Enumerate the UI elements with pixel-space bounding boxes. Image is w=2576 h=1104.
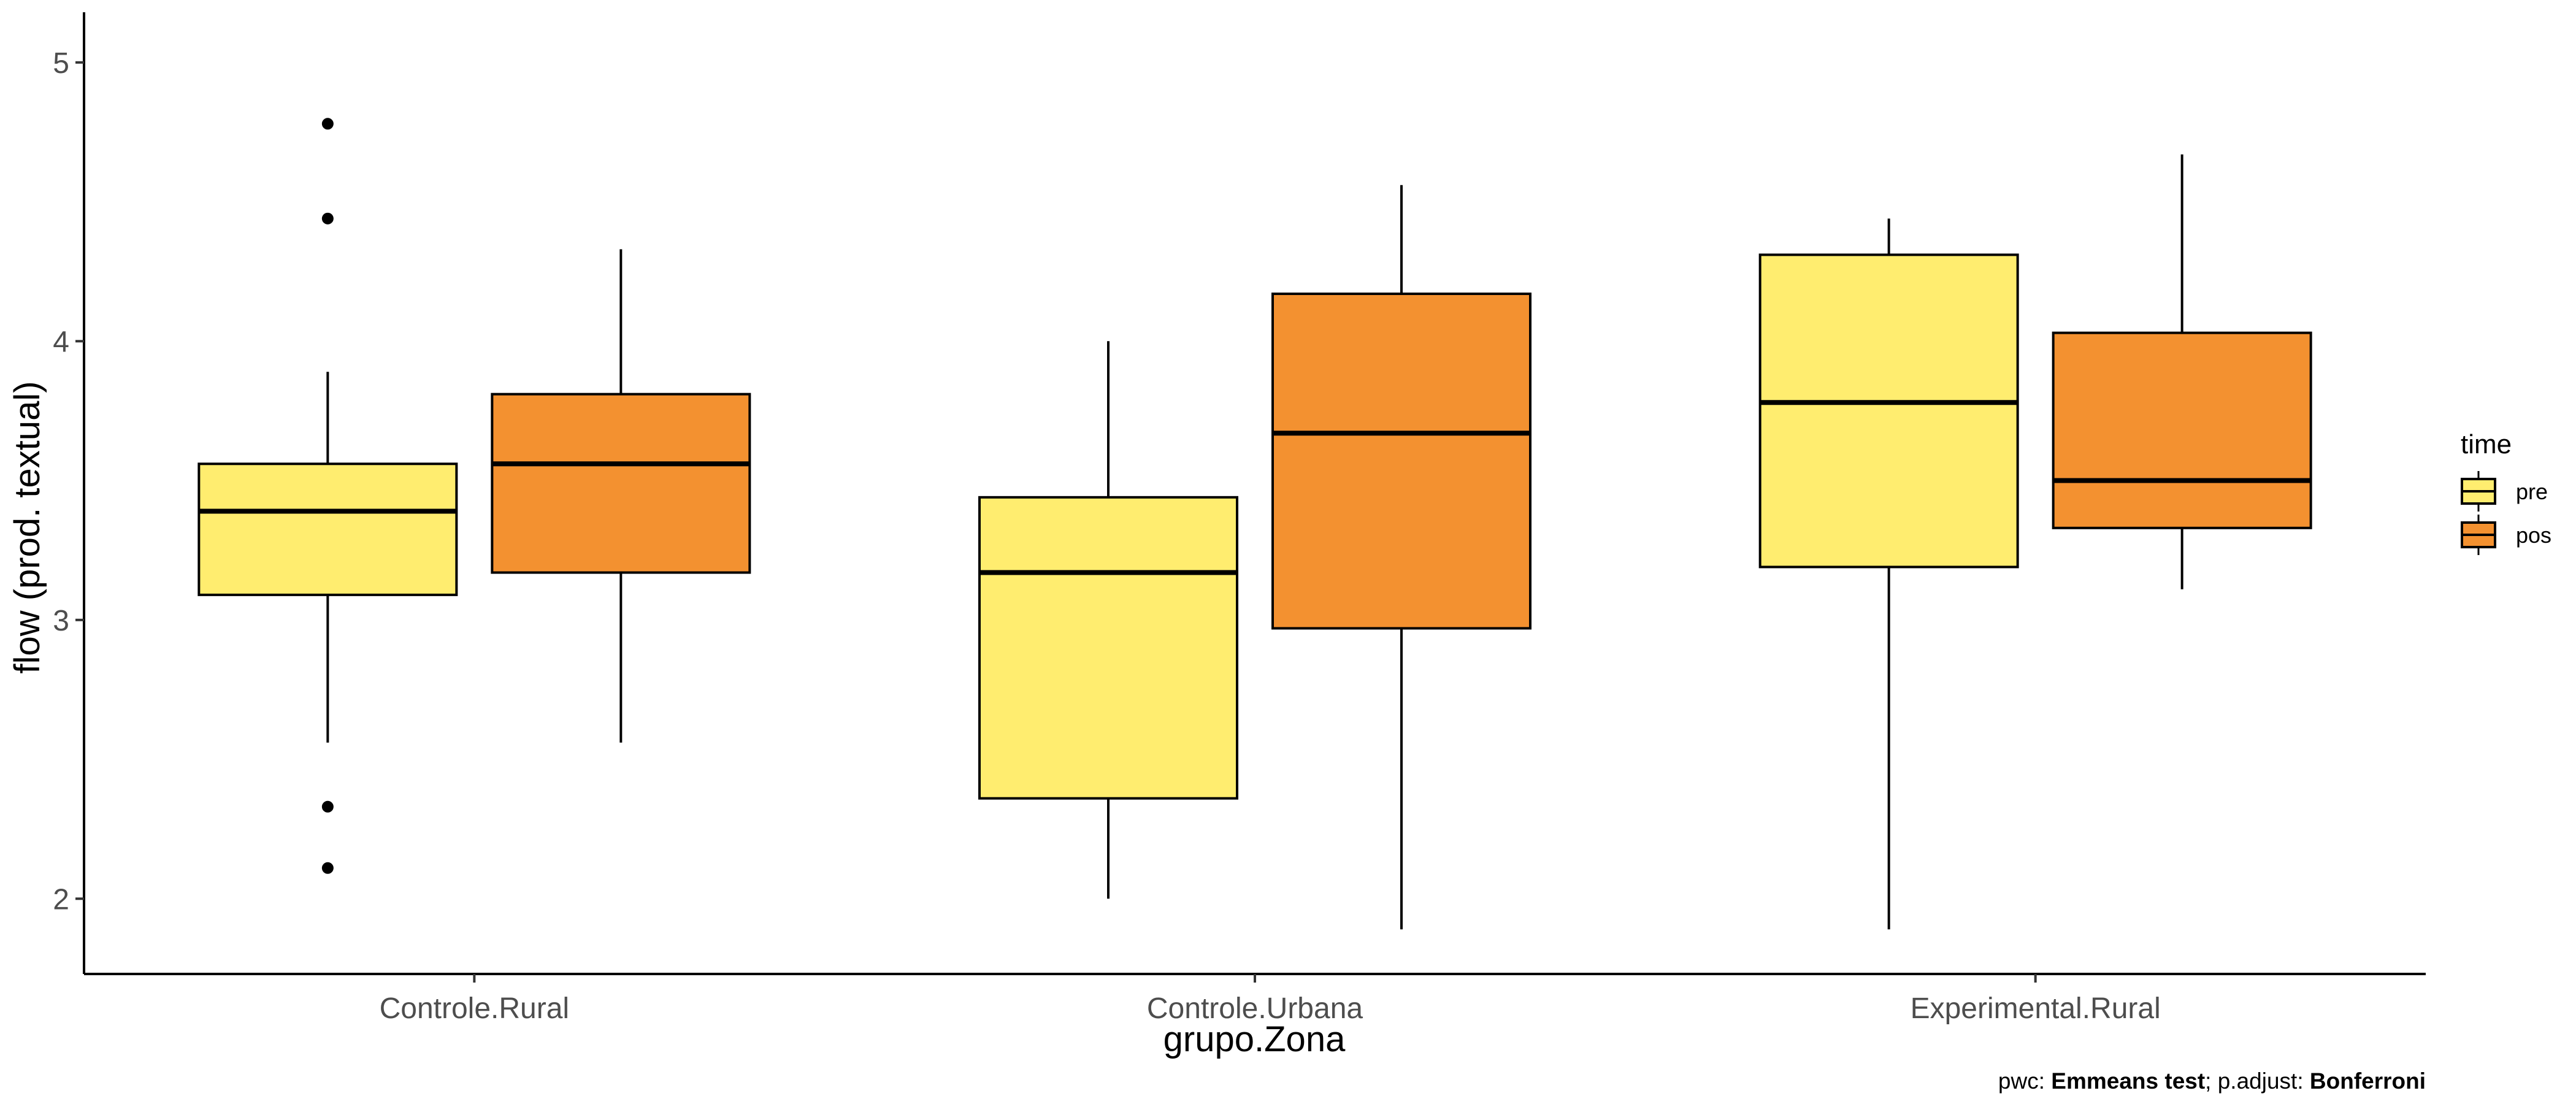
box-pre-Controle.Urbana [978,341,1238,899]
x-axis: Controle.Rural Controle.Urbana Experimenta… [84,973,2426,1025]
outlier-point [321,212,334,224]
box-iqr [197,462,458,596]
box-pos-Experimental.Rural [2052,154,2312,589]
box-iqr [491,393,751,574]
box-pre-Controle.Rural [197,118,458,874]
y-tick-label: 2 [53,883,69,916]
x-axis-title: grupo.Zona [1163,1019,1346,1059]
legend-title: time [2461,429,2512,459]
y-tick-label: 5 [53,47,69,80]
box-iqr [1758,253,2019,569]
legend-entry-pos: pos [2461,515,2551,555]
caption-bold-text: Bonferroni [2310,1068,2426,1094]
x-tick-label: Controle.Urbana [1147,992,1363,1025]
outlier-point [321,118,334,130]
outlier-point [321,800,334,813]
box-iqr [978,496,1238,800]
legend-entry-pre: pre [2461,471,2548,512]
caption-text: ; p.adjust: [2205,1068,2310,1094]
legend-label: pos [2516,523,2551,548]
box-pos-Controle.Urbana [1271,185,1531,930]
caption: pwc: Emmeans test; p.adjust: Bonferroni [1998,1068,2426,1094]
box-pos-Controle.Rural [491,249,751,743]
x-tick-label: Controle.Rural [380,992,569,1025]
legend-label: pre [2516,479,2548,504]
outlier-point [321,862,334,874]
box-iqr [2052,331,2312,529]
legend: time pre pos [2461,429,2551,555]
caption-text: pwc: [1998,1068,2051,1094]
plot-area [197,118,2312,930]
x-tick-label: Experimental.Rural [1911,992,2161,1025]
box-pre-Experimental.Rural [1758,218,2019,930]
caption-bold-text: Emmeans test [2051,1068,2205,1094]
y-axis: 2 3 4 5 [53,12,85,974]
box-iqr [1271,293,1531,630]
y-axis-title: flow (prod. textual) [7,381,47,673]
y-tick-label: 3 [53,605,69,637]
y-tick-label: 4 [53,326,69,358]
